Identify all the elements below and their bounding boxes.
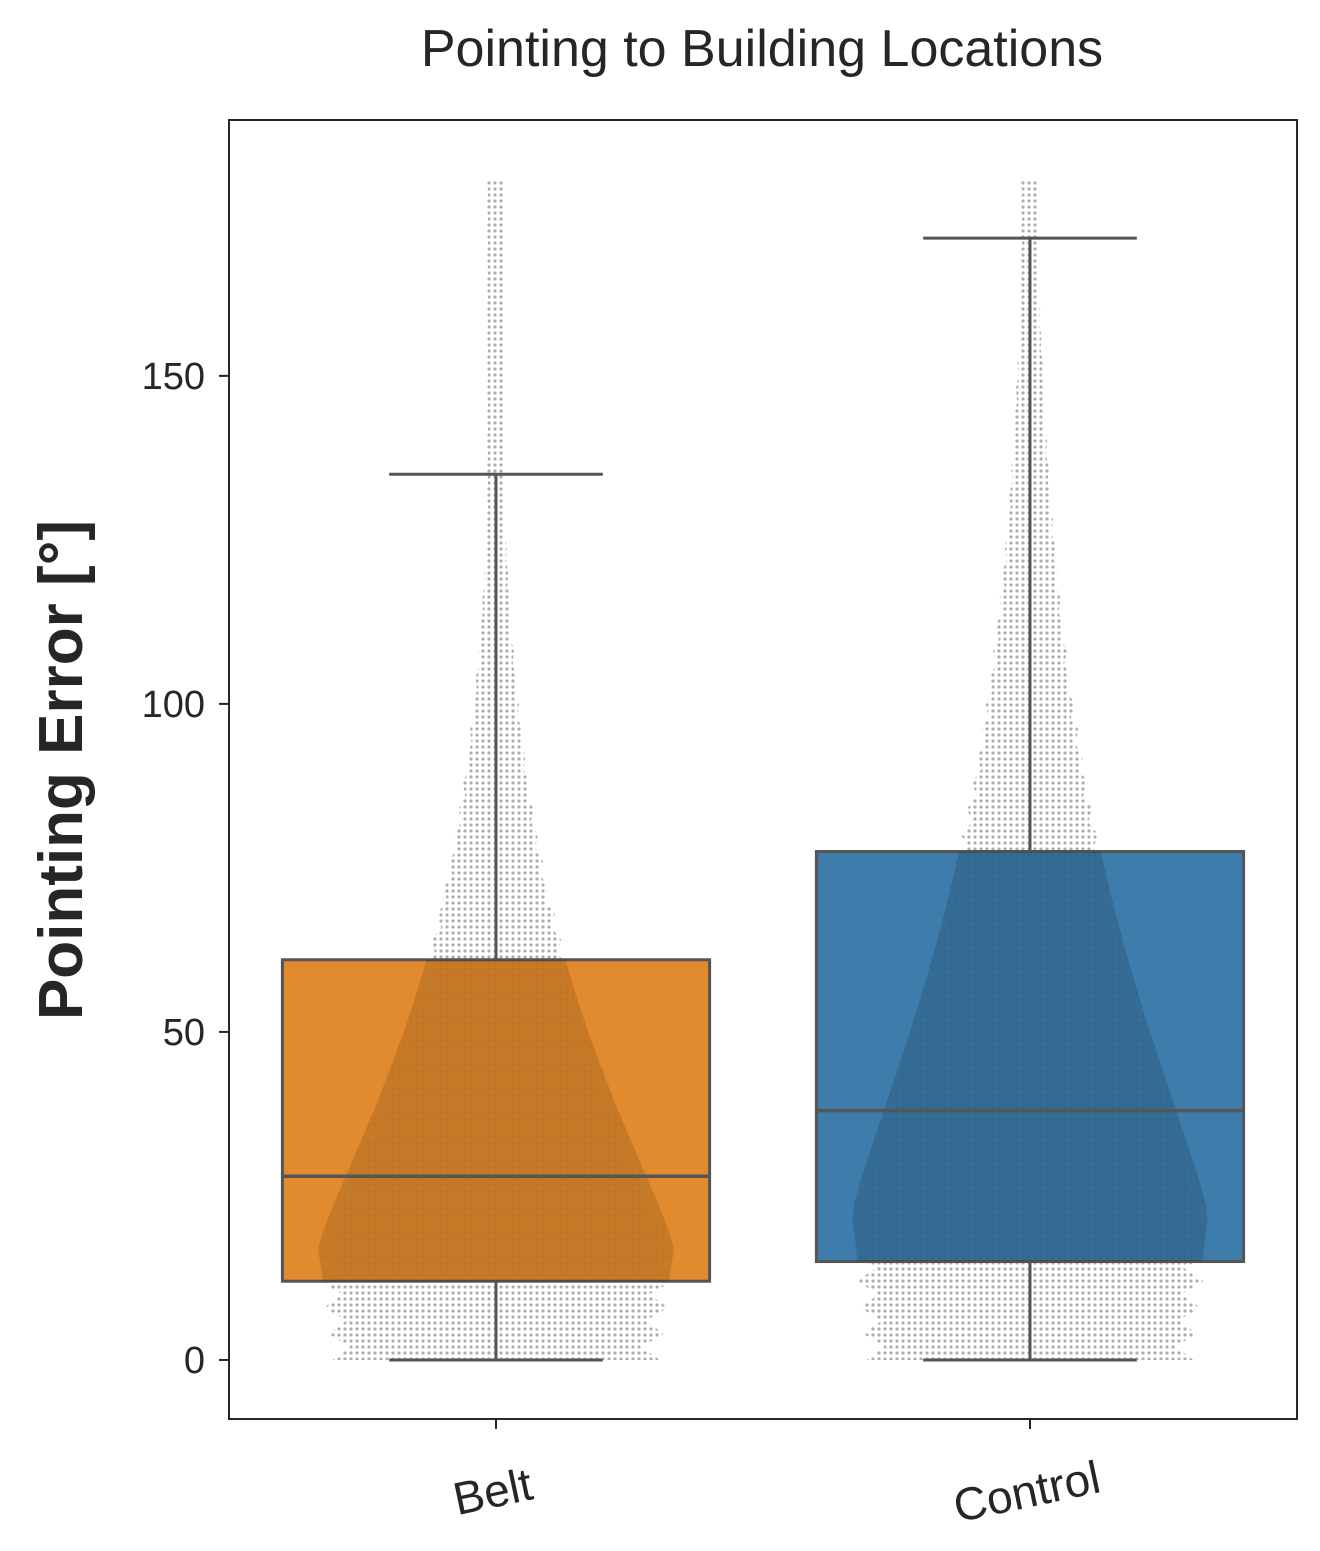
x-tick-label-control: Control: [949, 1451, 1105, 1533]
y-tick-label: 100: [142, 684, 205, 726]
chart-title: Pointing to Building Locations: [421, 20, 1103, 78]
box-control: [814, 850, 1246, 1264]
y-axis-ticks: 0 50 100 150: [142, 356, 229, 1382]
box-plots: [280, 236, 1246, 1362]
box-belt: [280, 958, 712, 1283]
swarm-in-box-belt: [318, 959, 674, 1282]
swarm-in-box-control: [852, 851, 1208, 1262]
y-axis-label: Pointing Error [°]: [27, 520, 96, 1020]
y-tick-label: 0: [184, 1340, 205, 1382]
y-tick-label: 50: [163, 1012, 205, 1054]
x-axis-ticks: Belt Control: [449, 1419, 1105, 1532]
y-tick-label: 150: [142, 356, 205, 398]
x-tick-label-belt: Belt: [449, 1458, 538, 1525]
plot-area-frame: [228, 119, 1298, 1420]
